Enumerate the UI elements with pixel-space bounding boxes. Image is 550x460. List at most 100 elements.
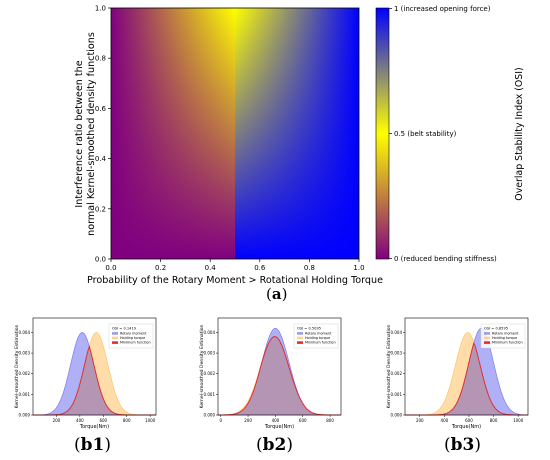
legend-swatch-minimum bbox=[112, 341, 118, 344]
caption-b1-open: ( bbox=[74, 435, 81, 455]
caption-a: (a) bbox=[266, 285, 287, 303]
minimum-function-area bbox=[405, 343, 528, 415]
density-osi-label: OSI = 0.8595 bbox=[484, 327, 508, 331]
heatmap-ylabel-line1: Interference ratio between the bbox=[74, 60, 85, 207]
density-ytick-label: 0.001 bbox=[19, 392, 31, 397]
density-legend-label: Rotary moment bbox=[305, 332, 332, 336]
density-xtick-label: 1000 bbox=[145, 418, 156, 423]
heatmap-xtick-label: 1.0 bbox=[353, 264, 364, 272]
density-osi-label: OSI = 0.5095 bbox=[297, 327, 321, 331]
density-plot-b1: 0.000 0.001 0.002 0.003 0.004 200 400 600 800 100… bbox=[14, 317, 157, 430]
density-xtick-label: 800 bbox=[326, 418, 334, 423]
density-ylabel: Kernel-smoothed Density Estimation bbox=[199, 324, 205, 408]
density-xtick-label: 400 bbox=[441, 418, 449, 423]
heatmap-xtick-label: 0.0 bbox=[105, 264, 116, 272]
density-xtick-label: 200 bbox=[53, 418, 61, 423]
density-xtick-label: 600 bbox=[465, 418, 473, 423]
legend-swatch-minimum bbox=[297, 341, 303, 344]
heatmap-ytick-label: 0.6 bbox=[95, 105, 107, 113]
minimum-function-line bbox=[217, 336, 341, 416]
density-legend-label: Holding torque bbox=[492, 336, 517, 340]
caption-b2-letter: b2 bbox=[262, 435, 287, 455]
density-plot-frame bbox=[217, 317, 342, 416]
legend-swatch-rotary bbox=[484, 332, 490, 335]
colorbar-tick-label-mid: 0.5 (belt stability) bbox=[394, 130, 457, 138]
density-plot-frame bbox=[404, 317, 529, 416]
density-legend-label: Rotary moment bbox=[120, 332, 147, 336]
density-ytick-label: 0.003 bbox=[204, 351, 216, 356]
density-legend-label: Minimum function bbox=[305, 341, 336, 345]
heatmap-right-fade bbox=[235, 8, 359, 259]
caption-b1-close: ) bbox=[104, 435, 111, 455]
caption-a-open: ( bbox=[266, 285, 272, 303]
density-ytick-label: 0.001 bbox=[391, 392, 403, 397]
legend-swatch-holding bbox=[484, 336, 490, 340]
heatmap-ytick-label: 0.0 bbox=[95, 256, 106, 264]
heatmap-xtick-label: 0.8 bbox=[304, 264, 315, 272]
minimum-function-area bbox=[218, 336, 341, 415]
heatmap-xtick-label: 0.4 bbox=[205, 264, 217, 272]
caption-b3-open: ( bbox=[444, 435, 451, 455]
legend-swatch-holding bbox=[112, 336, 118, 340]
heatmap-xtick-label: 0.6 bbox=[254, 264, 266, 272]
legend-swatch-rotary bbox=[297, 332, 303, 335]
colorbar-label: Overlap Stability Index (OSI) bbox=[514, 67, 525, 200]
heatmap-panel bbox=[110, 7, 360, 260]
density-legend-box bbox=[108, 323, 154, 349]
density-plot-b3: 0.000 0.001 0.002 0.003 0.004 200 400 600 800 100… bbox=[386, 317, 529, 430]
density-ylabel: Kernel-smoothed Density Estimation bbox=[386, 324, 392, 408]
density-xlabel: Torque(Nm) bbox=[264, 424, 294, 430]
density-ylabel: Kernel-smoothed Density Estimation bbox=[14, 324, 20, 408]
heatmap-ylabel-line2: normal Kernel-smoothed density functions bbox=[86, 32, 97, 236]
density-xtick-label: 800 bbox=[123, 418, 131, 423]
legend-swatch-holding bbox=[297, 336, 303, 340]
density-ytick-label: 0.000 bbox=[204, 413, 216, 418]
heatmap-ytick-label: 0.4 bbox=[95, 155, 107, 163]
caption-b3-close: ) bbox=[474, 435, 481, 455]
density-ytick-label: 0.003 bbox=[19, 351, 31, 356]
caption-a-letter: a bbox=[271, 285, 282, 303]
caption-b3: (b3) bbox=[444, 435, 481, 455]
colorbar bbox=[375, 7, 390, 260]
heatmap-frame bbox=[110, 7, 360, 260]
density-plot-frame bbox=[32, 317, 157, 416]
density-osi-label: OSI = 0.1419 bbox=[112, 327, 137, 331]
density-xtick-label: 200 bbox=[244, 418, 252, 423]
density-ytick-label: 0.002 bbox=[204, 371, 216, 376]
caption-b1-letter: b1 bbox=[80, 435, 105, 455]
caption-b2-open: ( bbox=[256, 435, 263, 455]
colorbar-tick-label-top: 1 (increased opening force) bbox=[394, 5, 491, 13]
density-xlabel: Torque(Nm) bbox=[79, 424, 109, 430]
density-plot-b2: 0.000 0.001 0.002 0.003 0.004 0 200 400 600 800 To… bbox=[199, 317, 342, 430]
heatmap-xtick-label: 0.2 bbox=[155, 264, 166, 272]
heatmap-axes: 0.0 0.2 0.4 0.6 0.8 1.0 0.0 0.2 0.4 0.6 0.8 1.0 bbox=[95, 5, 365, 273]
density-ytick-label: 0.002 bbox=[391, 371, 403, 376]
density-ytick-label: 0.002 bbox=[19, 371, 31, 376]
density-legend-box bbox=[293, 323, 339, 349]
legend-swatch-rotary bbox=[112, 332, 118, 335]
density-ytick-label: 0.000 bbox=[19, 413, 31, 418]
minimum-function-area bbox=[33, 346, 156, 415]
density-legend-label: Minimum function bbox=[120, 341, 151, 345]
density-xtick-label: 200 bbox=[416, 418, 424, 423]
caption-b2: (b2) bbox=[256, 435, 293, 455]
density-legend-box bbox=[480, 323, 526, 349]
density-xtick-label: 400 bbox=[272, 418, 280, 423]
legend-swatch-minimum bbox=[484, 341, 490, 344]
density-legend-label: Rotary moment bbox=[492, 332, 519, 336]
density-ytick-label: 0.004 bbox=[204, 330, 216, 335]
caption-b2-close: ) bbox=[286, 435, 293, 455]
density-legend-label: Holding torque bbox=[305, 336, 330, 340]
caption-b1: (b1) bbox=[74, 435, 111, 455]
density-xtick-label: 0 bbox=[219, 418, 222, 423]
density-legend-label: Holding torque bbox=[120, 336, 145, 340]
density-ytick-label: 0.004 bbox=[19, 330, 31, 335]
density-ytick-label: 0.003 bbox=[391, 351, 403, 356]
density-ytick-label: 0.004 bbox=[391, 330, 403, 335]
colorbar-tick-label-bottom: 0 (reduced bending stiffness) bbox=[394, 255, 497, 263]
density-legend-label: Minimum function bbox=[492, 341, 523, 345]
heatmap-ytick-label: 1.0 bbox=[95, 5, 106, 13]
density-xtick-label: 1000 bbox=[513, 418, 524, 423]
density-ytick-label: 0.000 bbox=[391, 413, 403, 418]
